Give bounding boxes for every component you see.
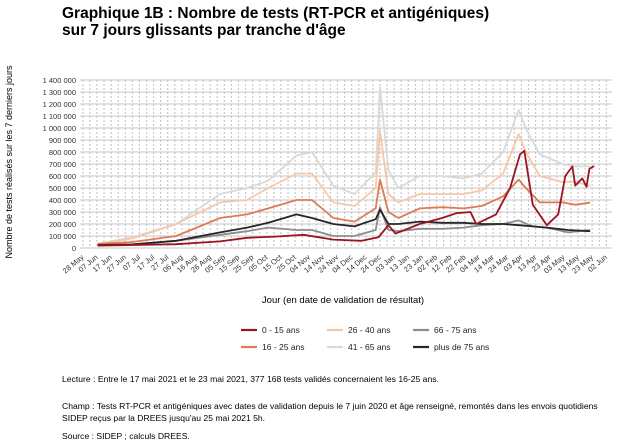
y-tick-label: 1 400 000 <box>43 76 76 85</box>
y-tick-label: 1 000 000 <box>43 124 76 133</box>
y-tick-label: 200 000 <box>49 220 76 229</box>
y-tick-label: 500 000 <box>49 184 76 193</box>
y-tick-label: 1 300 000 <box>43 88 76 97</box>
series-line-16-25 <box>97 178 591 245</box>
legend-label-75plus: plus de 75 ans <box>434 342 489 352</box>
series-line-26-40 <box>97 129 591 245</box>
note-source: Source : SIDEP ; calculs DREES. <box>62 431 190 441</box>
grid-layer <box>80 79 612 249</box>
legend-label-16-25: 16 - 25 ans <box>262 342 305 352</box>
x-axis-label: Jour (en date de validation de résultat) <box>262 295 424 306</box>
legend-label-26-40: 26 - 40 ans <box>348 325 391 335</box>
chart-title-line1: Graphique 1B : Nombre de tests (RT-PCR e… <box>62 5 490 22</box>
y-tick-label: 1 200 000 <box>43 100 76 109</box>
legend-label-0-15: 0 - 15 ans <box>262 325 300 335</box>
legend: 0 - 15 ans 26 - 40 ans 66 - 75 ans 16 - 25 … <box>241 325 489 352</box>
note-champ: Champ : Tests RT-PCR et antigéniques ave… <box>62 401 598 423</box>
y-tick-label: 300 000 <box>49 208 76 217</box>
series-line-66-75 <box>97 206 591 246</box>
y-tick-label: 400 000 <box>49 196 76 205</box>
axis-layer: 0 100 000 200 000 300 000 400 000 500 000 600 … <box>43 76 609 275</box>
y-tick-label: 0 <box>72 244 76 253</box>
y-tick-label: 900 000 <box>49 136 76 145</box>
legend-label-66-75: 66 - 75 ans <box>434 325 477 335</box>
chart-title-line2: sur 7 jours glissants par tranche d'âge <box>62 22 346 39</box>
note-lecture: Lecture : Entre le 17 mai 2021 et le 23 … <box>62 374 439 384</box>
y-tick-label: 600 000 <box>49 172 76 181</box>
series-line-75plus <box>97 208 591 246</box>
y-tick-label: 800 000 <box>49 148 76 157</box>
y-axis-label: Nombre de tests réalisés sur les 7 derni… <box>4 65 14 259</box>
series-line-41-65 <box>97 86 591 245</box>
series-layer <box>97 86 595 247</box>
legend-label-41-65: 41 - 65 ans <box>348 342 391 352</box>
y-tick-label: 1 100 000 <box>43 112 76 121</box>
series-line-0-15 <box>97 149 595 247</box>
y-tick-label: 100 000 <box>49 232 76 241</box>
y-tick-label: 700 000 <box>49 160 76 169</box>
